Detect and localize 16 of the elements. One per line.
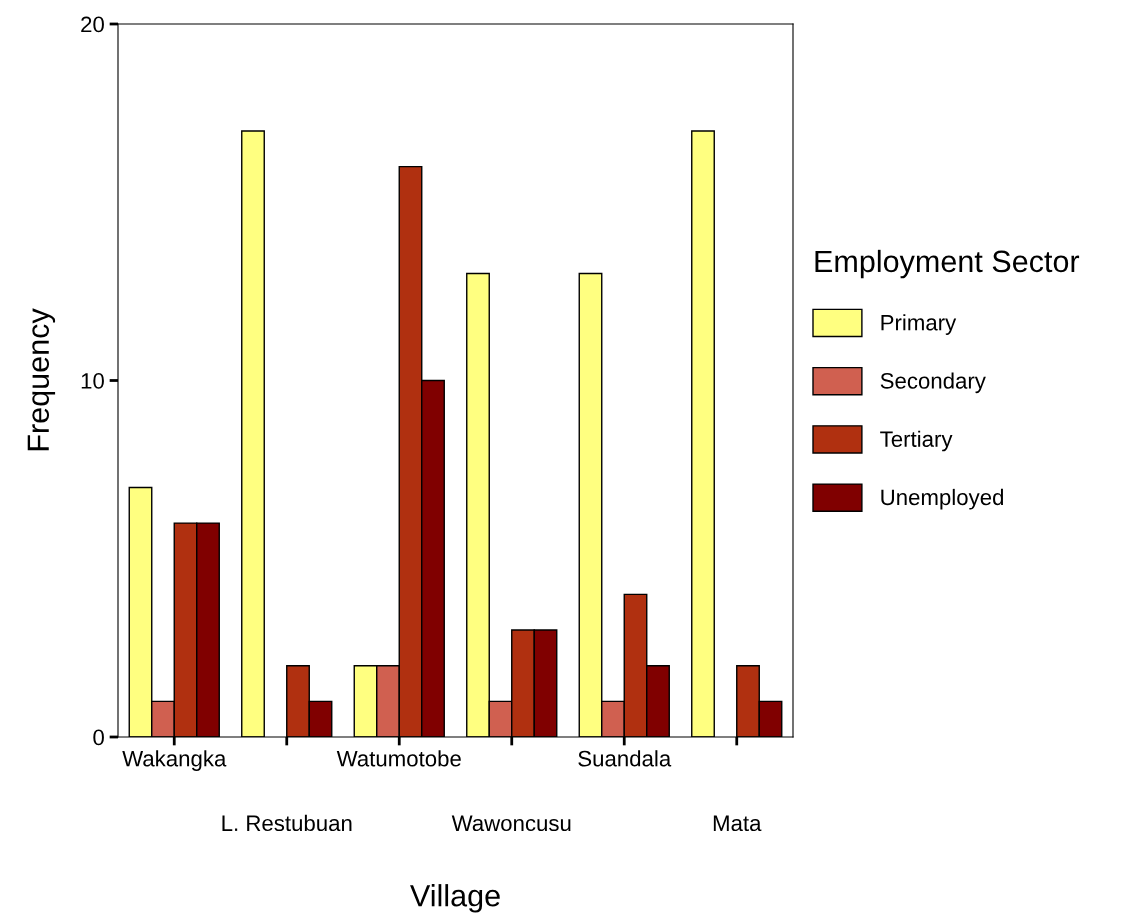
y-tick-label: 0 <box>93 729 104 746</box>
legend-label: Primary <box>881 314 957 335</box>
x-tick-label: Suandala <box>578 750 672 767</box>
legend-label: Secondary <box>880 372 986 394</box>
y-tick-label: 10 <box>81 373 104 389</box>
x-tick-label: Wakangka <box>122 750 227 771</box>
x-tick-label: L. Restubuan <box>222 814 352 832</box>
legend-title: Employment Sector <box>815 249 1080 279</box>
y-axis-title: Frequency <box>27 308 56 451</box>
x-tick-label: Mata <box>713 815 762 832</box>
legend-label: Unemployed <box>881 488 1003 510</box>
x-tick-label: Watumotobe <box>336 750 461 767</box>
y-tick-label: 20 <box>81 16 104 33</box>
x-axis-title: Village <box>410 884 500 913</box>
x-tick-label: Wawoncusu <box>451 815 571 832</box>
legend-label: Tertiary <box>880 430 953 452</box>
